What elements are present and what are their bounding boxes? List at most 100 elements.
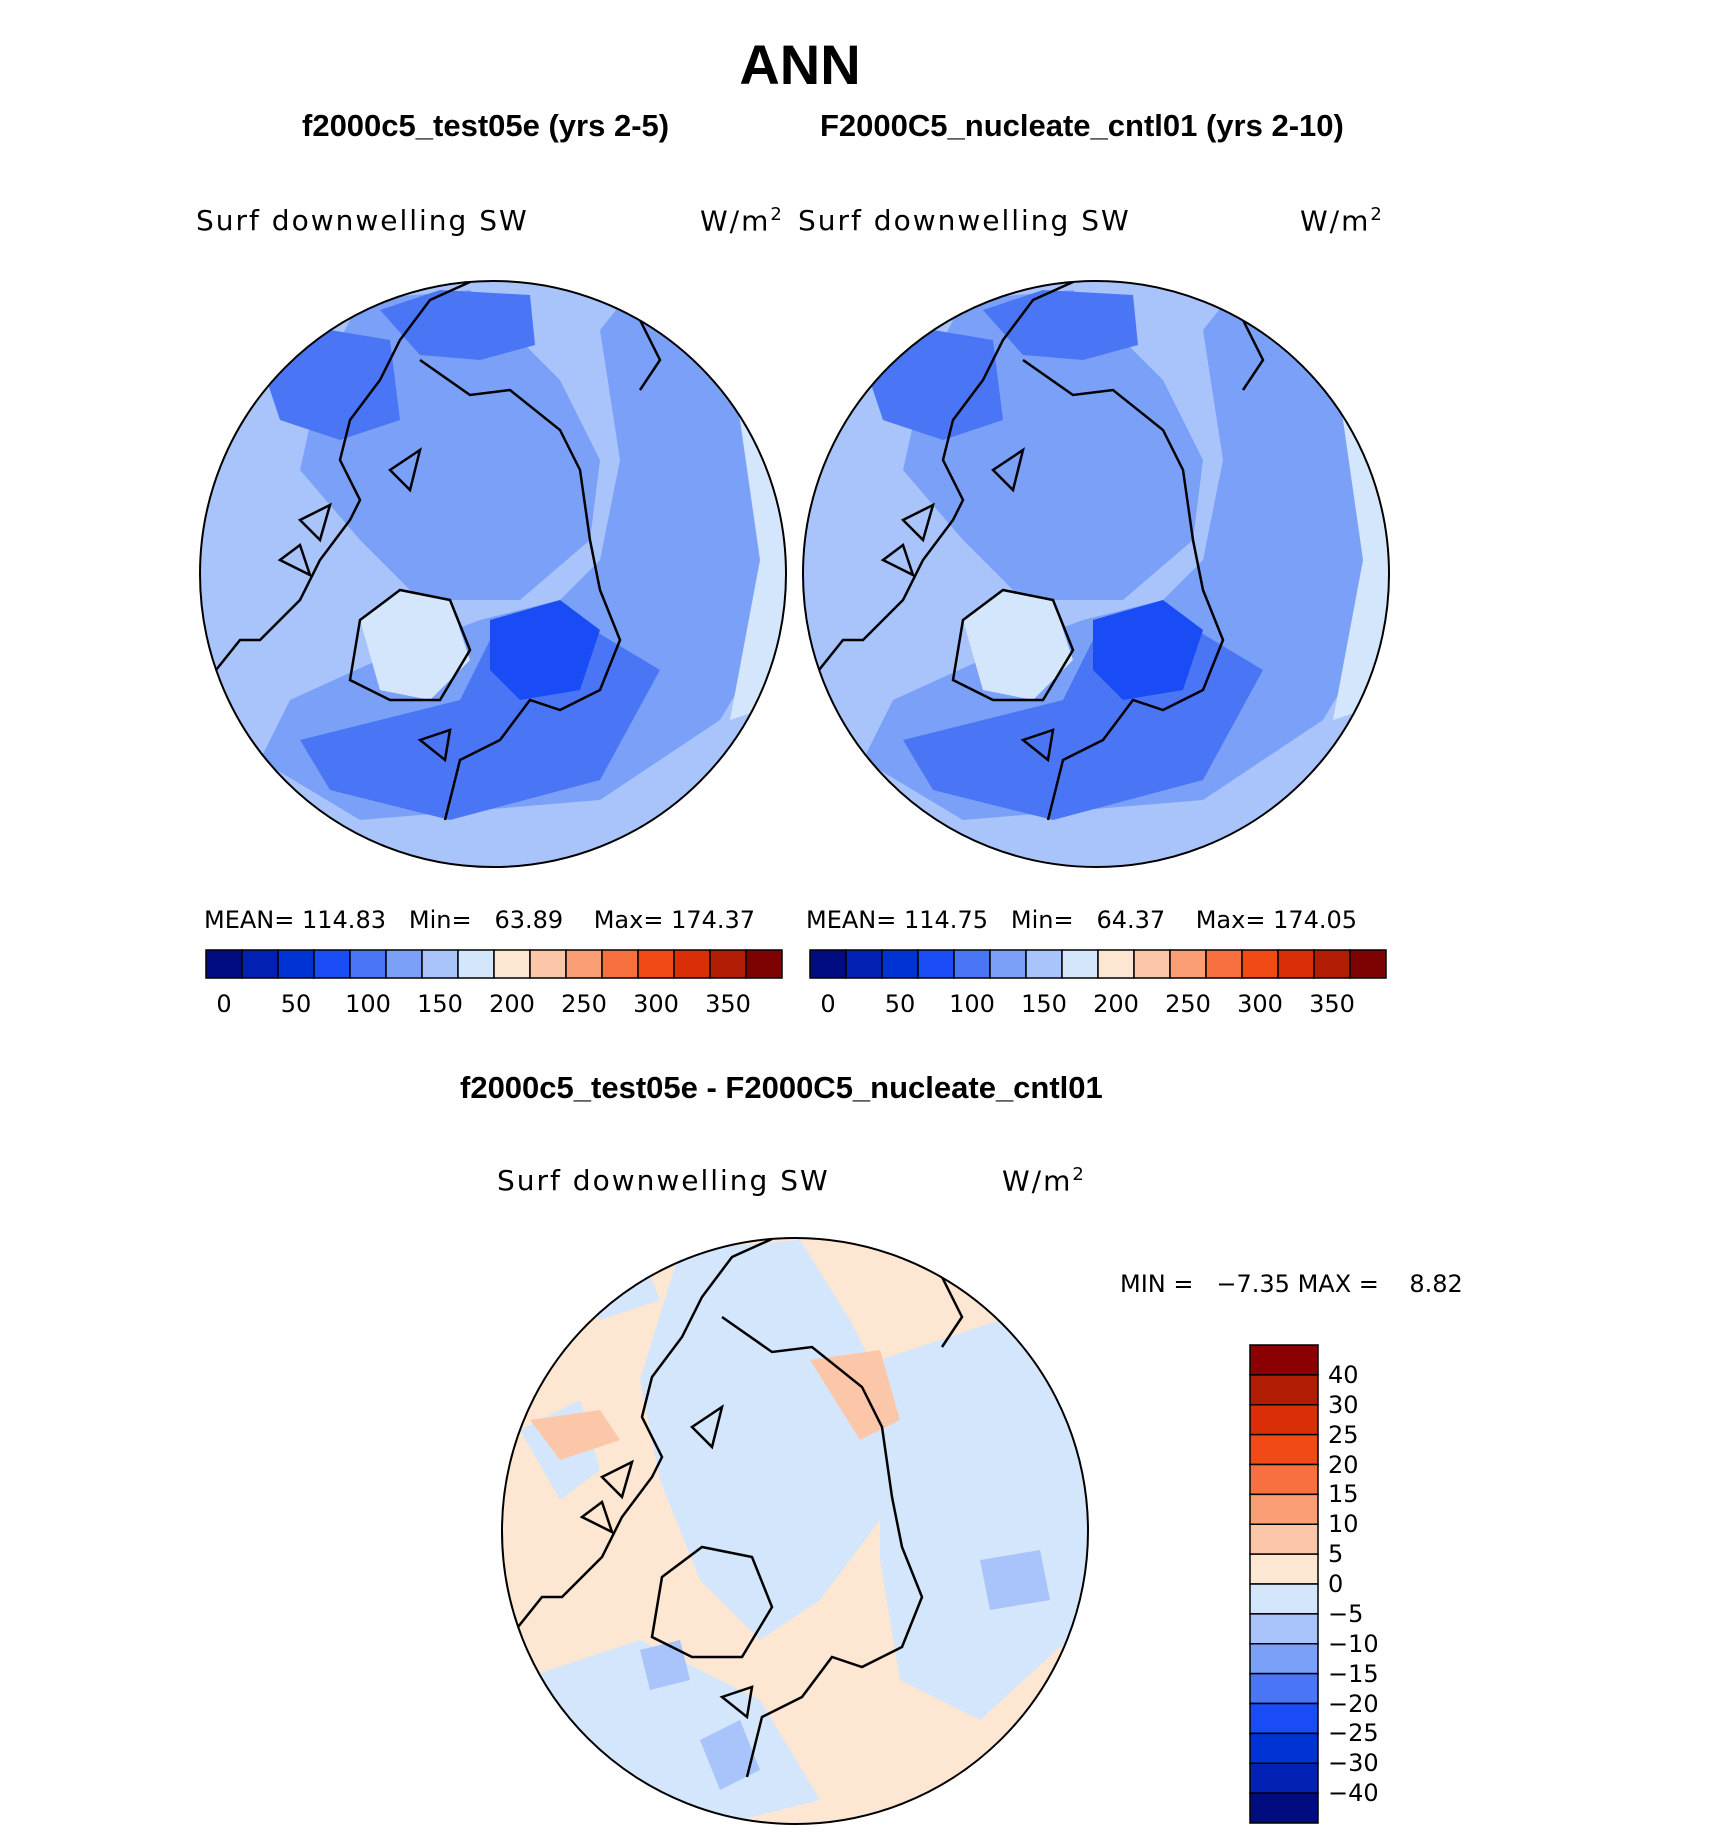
colorbar-swatch [1249,1344,1319,1376]
panel2-case-title: F2000C5_nucleate_cntl01 (yrs 2-10) [820,108,1344,143]
colorbar-swatch [1025,949,1063,979]
panel2-map-border [802,280,1390,868]
colorbar-swatch [1249,1433,1319,1466]
panel3-stats: MIN = −7.35 MAX = 8.82 [1120,1270,1463,1298]
colorbar-tick-label: 350 [1309,990,1355,1018]
colorbar-swatch [241,949,279,979]
colorbar-swatch [457,949,495,979]
panel3-colorbar [1249,1344,1319,1824]
colorbar-swatch [1249,1493,1319,1525]
panel1-coastlines [200,281,662,821]
colorbar-swatch [1349,949,1387,979]
panel1-variable-label: Surf downwelling SW [196,204,529,237]
colorbar-tick-label: 150 [417,990,463,1018]
colorbar-swatch [989,949,1027,979]
panel1-map-border [199,280,787,868]
panel3-field-neg-patch2 [640,1640,690,1690]
colorbar-swatch [493,949,531,979]
colorbar-swatch [313,949,351,979]
panel3-units-label: W/m2 [1002,1164,1086,1198]
colorbar-tick-label: 0 [216,990,232,1018]
colorbar-swatch [673,949,711,979]
colorbar-swatch [421,949,459,979]
colorbar-swatch [1249,1374,1319,1406]
colorbar-tick-label: −15 [1328,1659,1379,1688]
panel3-field-neg-patch3 [980,1550,1050,1610]
colorbar-swatch [1249,1792,1319,1824]
colorbar-tick-label: 200 [1093,990,1139,1018]
colorbar-swatch [1133,949,1171,979]
panel1-stats: MEAN= 114.83 Min= 63.89 Max= 174.37 [204,906,756,934]
colorbar-tick-label: 300 [1237,990,1283,1018]
panel2-stats: MEAN= 114.75 Min= 64.37 Max= 174.05 [806,906,1358,934]
colorbar-tick-label: 40 [1328,1360,1359,1389]
panel2-coastlines [803,281,1265,821]
colorbar-tick-label: −5 [1328,1599,1364,1628]
colorbar-swatch [1061,949,1099,979]
panel3-field-neg-central [640,1240,900,1640]
colorbar-tick-label: −40 [1328,1779,1379,1808]
colorbar-swatch [1249,1643,1319,1675]
colorbar-tick-label: 10 [1328,1510,1359,1539]
colorbar-swatch [1249,1702,1319,1735]
colorbar-tick-label: −10 [1328,1629,1379,1658]
panel3-map [501,1237,1089,1825]
colorbar-tick-label: 100 [949,990,995,1018]
colorbar-swatch [1249,1732,1319,1764]
colorbar-swatch [1249,1762,1319,1794]
colorbar-swatch [1097,949,1135,979]
colorbar-tick-label: 25 [1328,1420,1359,1449]
colorbar-swatch [385,949,423,979]
colorbar-swatch [881,949,919,979]
colorbar-tick-label: −25 [1328,1719,1379,1748]
panel3-map-border [501,1237,1089,1825]
panel1-field-scandinavia [490,600,600,700]
colorbar-swatch [845,949,883,979]
colorbar-swatch [529,949,567,979]
colorbar-swatch [349,949,387,979]
colorbar-swatch [1249,1583,1319,1615]
panel3-field-pos-canada [530,1410,620,1460]
colorbar-swatch [1169,949,1207,979]
colorbar-tick-label: 5 [1328,1540,1344,1569]
panel3-variable-label: Surf downwelling SW [497,1164,830,1197]
colorbar-tick-label: 50 [884,990,916,1018]
panel1-case-title: f2000c5_test05e (yrs 2-5) [302,108,670,143]
colorbar-swatch [1205,949,1243,979]
colorbar-tick-label: 0 [820,990,836,1018]
colorbar-swatch [745,949,783,979]
panel1-field-greenland [360,590,470,700]
colorbar-swatch [809,949,847,979]
colorbar-swatch [277,949,315,979]
panel2-field-scandinavia [1093,600,1203,700]
panel1-units-label: W/m2 [700,204,784,238]
colorbar-swatch [953,949,991,979]
colorbar-swatch [1249,1672,1319,1705]
figure-title: ANN [739,33,861,96]
colorbar-swatch [709,949,747,979]
panel2-field-greenland [963,590,1073,700]
colorbar-tick-label: 30 [1328,1390,1359,1419]
colorbar-swatch [1249,1463,1319,1496]
colorbar-tick-label: 20 [1328,1450,1359,1479]
colorbar-tick-label: 250 [561,990,607,1018]
panel1-colorbar [205,949,783,979]
panel3-field-neg-east [880,1320,1088,1720]
colorbar-swatch [1277,949,1315,979]
colorbar-swatch [1313,949,1351,979]
colorbar-swatch [917,949,955,979]
panel2-colorbar [809,949,1387,979]
colorbar-tick-label: −30 [1328,1749,1379,1778]
colorbar-tick-label: 250 [1165,990,1211,1018]
colorbar-tick-label: 150 [1021,990,1067,1018]
colorbar-tick-label: 200 [489,990,535,1018]
panel1-field-alaska [380,290,535,360]
colorbar-swatch [637,949,675,979]
colorbar-swatch [601,949,639,979]
colorbar-swatch [1241,949,1279,979]
colorbar-swatch [205,949,243,979]
colorbar-swatch [1249,1404,1319,1436]
colorbar-swatch [1249,1523,1319,1555]
panel2-field-alaska [983,290,1138,360]
